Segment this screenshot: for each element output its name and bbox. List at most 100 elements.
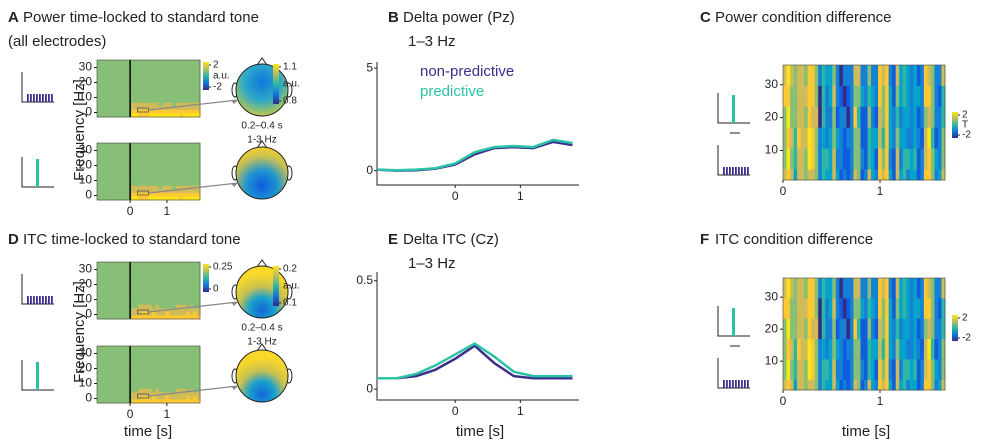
heatmap-cell [166,378,170,382]
heatmap-cell [152,294,156,298]
heatmap-cell [104,186,108,190]
heatmap-cell [839,329,843,334]
heatmap-cell [934,349,938,354]
heatmap-cell [846,380,850,385]
heatmap-cell [924,65,928,71]
heatmap-cell [853,133,857,139]
heatmap-cell [183,364,187,368]
heatmap-cell [836,138,840,144]
heatmap-cell [846,309,850,314]
heatmap-cell [97,350,101,354]
heatmap-cell [100,85,104,89]
heatmap-cell [114,161,118,165]
heatmap-cell [790,344,794,349]
heatmap-cell [811,133,815,139]
heatmap-cell [910,128,914,134]
heatmap-cell [910,112,914,118]
heatmap-cell [149,371,153,375]
heatmap-cell [808,117,812,123]
heatmap-cell [818,154,822,160]
x-tick-label: 0 [452,189,459,203]
heatmap-cell [931,329,935,334]
heatmap-cell [927,96,931,102]
heatmap-cell [173,179,177,183]
heatmap-cell [179,157,183,161]
heatmap-cell [100,283,104,287]
heatmap-cell [107,81,111,85]
heatmap-cell [173,186,177,190]
heatmap-cell [176,71,180,75]
heatmap-cell [843,303,847,308]
heatmap-cell [118,308,122,312]
heatmap-cell [111,168,115,172]
icon-tone [45,296,47,304]
heatmap-cell [927,149,931,155]
heatmap-cell [896,329,900,334]
heatmap-cell [836,170,840,176]
heatmap-cell [118,350,122,354]
x-tick-label: 0 [452,404,459,418]
heatmap-cell [114,294,118,298]
heatmap-cell [131,291,135,295]
heatmap-cell [179,291,183,295]
heatmap-cell [124,147,128,151]
heatmap-cell [920,143,924,149]
heatmap-cell [843,86,847,92]
heatmap-cell [822,154,826,160]
heatmap-cell [166,161,170,165]
heatmap-cell [839,138,843,144]
heatmap-cell [100,382,104,386]
heatmap-cell [875,344,879,349]
heatmap-cell [892,385,896,390]
heatmap-cell [903,370,907,375]
heatmap-cell [97,276,101,280]
heatmap-cell [111,350,115,354]
heatmap-cell [801,293,805,298]
heatmap-cell [118,364,122,368]
heatmap-cell [794,365,798,370]
heatmap-cell [193,287,197,291]
heatmap-cell [131,186,135,190]
heatmap-cell [924,138,928,144]
heatmap-cell [104,92,108,96]
heatmap-cell [193,371,197,375]
heatmap-cell [924,303,928,308]
heatmap-cell [149,81,153,85]
heatmap-cell [121,161,125,165]
heatmap-cell [104,371,108,375]
heatmap-cell [162,157,166,161]
heatmap-cell [152,269,156,273]
heatmap-cell [899,334,903,339]
heatmap-cell [875,324,879,329]
icon-tone [732,308,735,336]
heatmap-cell [836,102,840,108]
heatmap-cell [124,308,128,312]
heatmap-cell [166,273,170,277]
heatmap-cell [846,329,850,334]
heatmap-cell [166,96,170,100]
heatmap-cell [818,138,822,144]
heatmap-cell [896,385,900,390]
heatmap-cell [190,371,194,375]
heatmap-cell [839,70,843,76]
heatmap-cell [938,86,942,92]
heatmap-cell [121,71,125,75]
heatmap-cell [159,262,163,266]
heatmap-cell [114,189,118,193]
heatmap-cell [135,287,139,291]
heatmap-cell [162,154,166,158]
panel-label: E [388,231,398,248]
heatmap-cell [190,143,194,147]
heatmap-cell [183,143,187,147]
heatmap-cell [917,117,921,123]
heatmap-cell [118,143,122,147]
heatmap-cell [846,128,850,134]
heatmap-cell [173,287,177,291]
heatmap-cell [836,154,840,160]
heatmap-cell [190,360,194,364]
heatmap-cell [107,186,111,190]
heatmap-cell [815,107,819,113]
heatmap-cell [846,70,850,76]
heatmap-cell [882,278,886,283]
heatmap-cell [152,273,156,277]
